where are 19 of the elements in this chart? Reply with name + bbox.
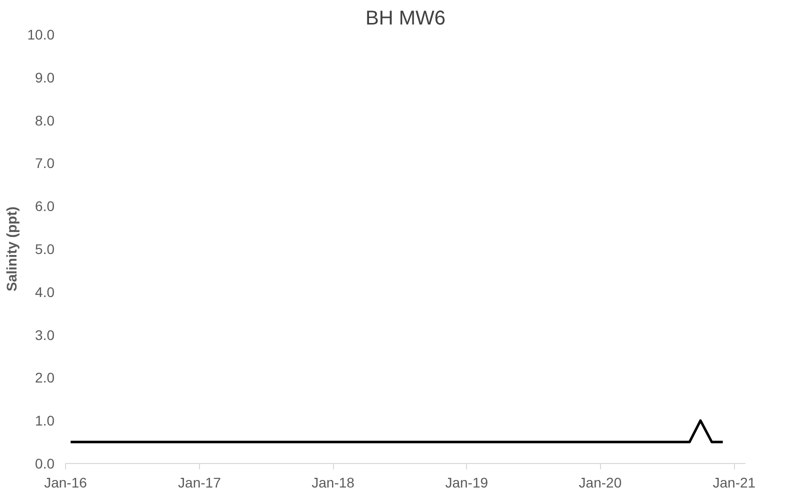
chart-title: BH MW6 [366,8,446,30]
y-tick-label: 0.0 [35,456,55,472]
y-tick-label: 6.0 [35,198,55,214]
x-tick-label: Jan-19 [445,474,488,490]
x-tick-label: Jan-17 [178,474,222,490]
y-tick-label: 4.0 [35,284,55,300]
y-tick-label: 10.0 [27,26,55,42]
y-tick-label: 7.0 [35,155,55,172]
y-tick-label: 8.0 [35,112,55,128]
y-tick-label: 9.0 [35,69,55,86]
y-tick-label: 5.0 [35,241,55,257]
x-tick-label: Jan-16 [44,474,88,490]
x-tick-label: Jan-18 [312,474,355,490]
x-tick-label: Jan-20 [578,474,622,490]
x-tick-label: Jan-21 [712,474,756,490]
y-tick-label: 1.0 [35,412,55,429]
y-tick-label: 3.0 [35,326,55,343]
y-tick-label: 2.0 [35,370,55,386]
y-axis-title: Salinity (ppt) [3,206,20,292]
